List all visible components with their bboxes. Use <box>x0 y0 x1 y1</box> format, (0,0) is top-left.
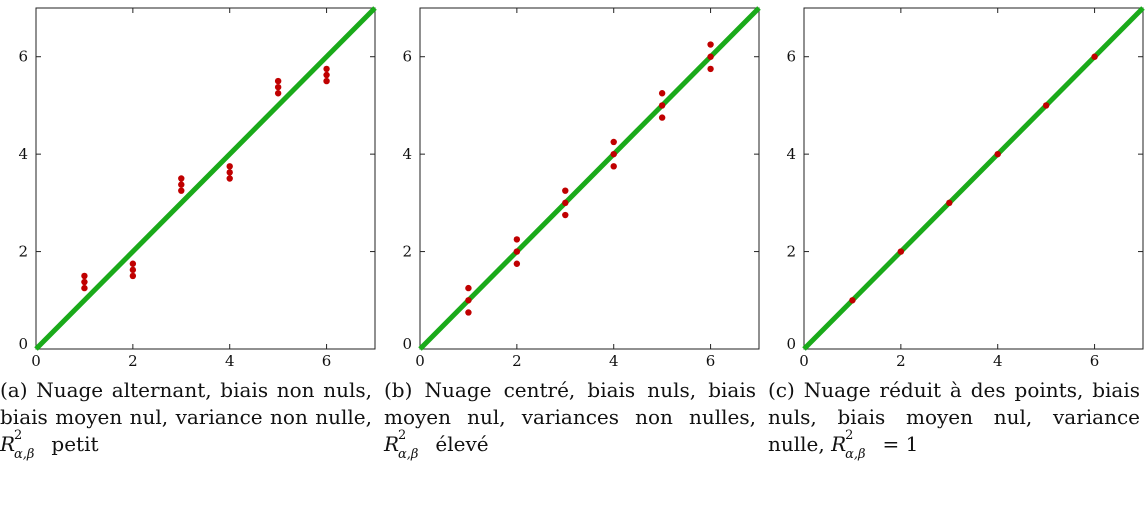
r-sub: α,β <box>14 447 35 462</box>
identity-line <box>34 6 377 351</box>
data-point <box>562 187 569 194</box>
r-sup: 2 <box>845 428 854 443</box>
data-point <box>707 65 714 73</box>
data-point <box>897 248 905 255</box>
y-tick-label: 6 <box>18 48 28 66</box>
data-point <box>274 83 282 91</box>
y-tick-label: 2 <box>786 243 796 261</box>
data-point <box>513 260 521 267</box>
data-point <box>129 260 137 267</box>
data-point <box>323 77 330 85</box>
data-point <box>610 150 617 158</box>
caption-c-text: (c) Nuage réduit à des points, biais nul… <box>768 378 1140 456</box>
y-tick-label: 6 <box>402 48 412 66</box>
data-point <box>1042 102 1050 109</box>
data-point <box>274 90 282 97</box>
data-point <box>658 90 666 97</box>
x-tick-label: 4 <box>993 352 1003 370</box>
r-sub: α,β <box>398 447 419 462</box>
data-point <box>562 211 569 219</box>
y-tick-label: 0 <box>786 335 796 353</box>
data-point <box>323 71 330 79</box>
y-tick-label: 2 <box>18 243 28 261</box>
caption-b-text: (b) Nuage centré, biais nuls, biais moye… <box>384 378 756 429</box>
y-tick-label: 4 <box>786 145 796 163</box>
data-point <box>658 102 666 109</box>
caption-c-tail: = 1 <box>882 432 919 456</box>
data-point <box>178 187 185 194</box>
chart-c: 0 2 4 6 0 2 4 6 <box>786 6 1145 370</box>
data-point <box>274 77 282 85</box>
data-point <box>513 248 521 255</box>
y-tick-label: 0 <box>18 335 28 353</box>
plot-frame <box>419 7 760 350</box>
chart-panel-c: 0 2 4 6 0 2 4 6 (c) Nuage réduit à des points, … <box>768 0 1148 525</box>
data-point <box>465 297 472 304</box>
y-tick-label: 6 <box>786 48 796 66</box>
x-tick-label: 6 <box>1090 352 1100 370</box>
x-tick-label: 4 <box>225 352 235 370</box>
r-letter: R <box>384 432 400 456</box>
data-point <box>323 65 330 73</box>
chart-b: 0 2 4 6 0 2 4 6 <box>402 6 761 370</box>
identity-line <box>802 6 1145 351</box>
plot-frame <box>803 7 1144 350</box>
data-point <box>178 181 185 188</box>
x-tick-label: 2 <box>128 352 138 370</box>
data-point <box>849 297 856 304</box>
r-letter: R <box>0 432 16 456</box>
chart-panel-a: 0 2 4 6 0 2 4 6 (a) Nuage alternant, biais non … <box>0 0 380 525</box>
data-point <box>513 236 521 243</box>
data-point <box>81 284 88 292</box>
chart-panel-b: 0 2 4 6 0 2 4 6 (b) Nuage centré, biais nuls, b… <box>384 0 764 525</box>
y-tick-label: 0 <box>402 335 412 353</box>
r-letter: R <box>831 432 847 456</box>
r-sub: α,β <box>845 447 866 462</box>
x-tick-label: 2 <box>512 352 522 370</box>
y-tick-label: 4 <box>18 145 28 163</box>
data-point <box>226 169 233 176</box>
data-point <box>994 150 1001 158</box>
caption-b: (b) Nuage centré, biais nuls, biais moye… <box>384 377 756 462</box>
data-point <box>129 266 137 274</box>
r-sup: 2 <box>398 428 407 443</box>
data-point <box>465 284 472 292</box>
data-point <box>707 53 714 60</box>
chart-a: 0 2 4 6 0 2 4 6 <box>18 6 377 370</box>
data-point <box>658 114 666 121</box>
x-tick-label: 0 <box>799 352 809 370</box>
caption-a: (a) Nuage alternant, biais non nuls, bia… <box>0 377 372 462</box>
caption-a-text: (a) Nuage alternant, biais non nuls, bia… <box>0 378 372 429</box>
x-tick-label: 0 <box>31 352 41 370</box>
plot-frame <box>35 7 376 350</box>
data-point <box>946 199 953 207</box>
x-tick-label: 6 <box>706 352 716 370</box>
data-point <box>610 138 617 146</box>
y-tick-label: 4 <box>402 145 412 163</box>
r-sup: 2 <box>14 428 23 443</box>
x-tick-label: 0 <box>415 352 425 370</box>
data-point <box>1091 53 1098 60</box>
data-point <box>81 278 88 286</box>
data-point <box>226 163 233 170</box>
x-tick-label: 4 <box>609 352 619 370</box>
data-point <box>226 175 233 182</box>
x-tick-label: 6 <box>322 352 332 370</box>
data-point <box>178 175 185 182</box>
y-tick-label: 2 <box>402 243 412 261</box>
caption-a-tail: petit <box>51 432 99 456</box>
data-point <box>81 272 88 280</box>
identity-line <box>418 6 761 351</box>
r-squared-symbol: R 2 α,β <box>384 428 429 462</box>
data-point <box>610 163 617 170</box>
data-point <box>562 199 569 207</box>
r-squared-symbol: R 2 α,β <box>831 428 876 462</box>
caption-c: (c) Nuage réduit à des points, biais nul… <box>768 377 1140 462</box>
x-tick-label: 2 <box>896 352 906 370</box>
r-squared-symbol: R 2 α,β <box>0 428 45 462</box>
data-point <box>707 41 714 48</box>
data-point <box>129 272 137 280</box>
data-point <box>465 309 472 316</box>
caption-b-tail: élevé <box>435 432 489 456</box>
